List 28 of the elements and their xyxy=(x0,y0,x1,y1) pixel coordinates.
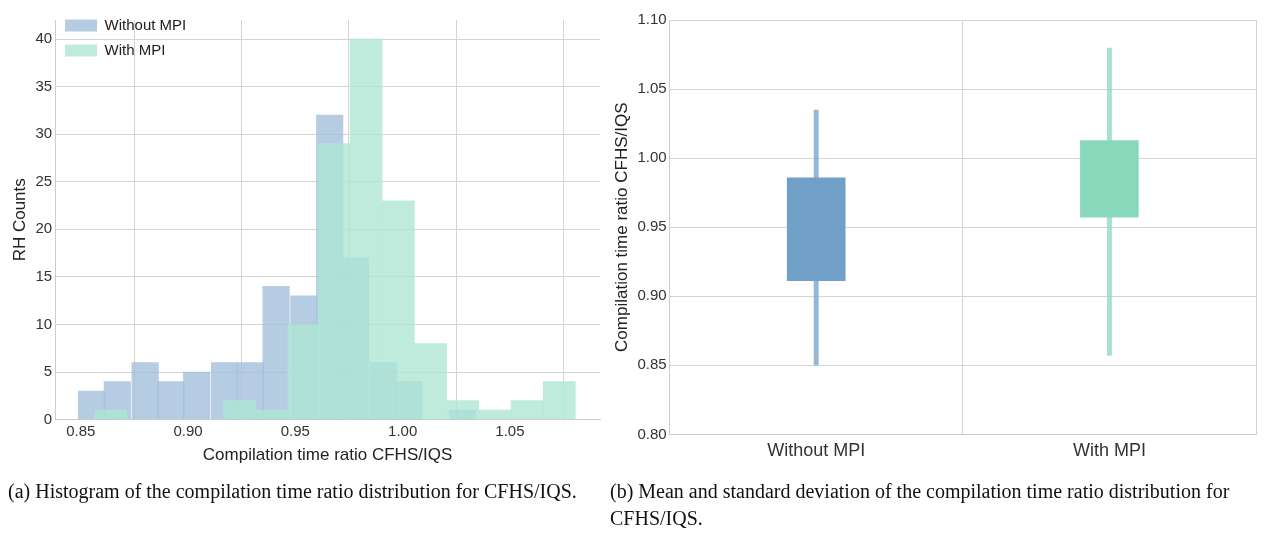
text: (b) Mean and standard deviation of the compilation time ratio distribution for CFHS/IQS. xyxy=(610,479,1231,531)
y-tick-label: 0.80 xyxy=(637,424,667,442)
text: (a) Histogram of the compilation time ratio distribution for CFHS/IQS. xyxy=(8,479,578,505)
y-tick-label: 40 xyxy=(35,29,53,47)
y-tick-label: 0.85 xyxy=(637,355,667,373)
y-tick-label: 1.10 xyxy=(637,10,667,28)
x-axis-title: Compilation time ratio CFHS/IQS xyxy=(202,445,453,465)
y-axis-title: Compilation time ratio CFHS/IQS xyxy=(611,102,631,352)
x-tick-label: 0.95 xyxy=(280,421,310,439)
x-tick-label: 0.85 xyxy=(66,421,96,439)
y-tick-label: 1.00 xyxy=(637,148,667,166)
y-axis-title: RH Counts xyxy=(9,178,29,262)
x-tick-label: 1.00 xyxy=(388,421,418,439)
y-tick-label: 0.95 xyxy=(637,217,667,235)
y-tick-label: 30 xyxy=(35,124,53,142)
y-tick-label: 0.90 xyxy=(637,286,667,304)
x-tick-label: 0.90 xyxy=(173,421,203,439)
legend-label: Without MPI xyxy=(104,15,187,33)
legend-label: With MPI xyxy=(104,40,166,58)
y-tick-label: 35 xyxy=(35,76,53,94)
y-tick-label: 5 xyxy=(43,362,53,380)
y-tick-label: 20 xyxy=(35,219,53,237)
y-tick-label: 15 xyxy=(35,267,53,285)
y-tick-label: 1.05 xyxy=(637,79,667,97)
y-tick-label: 0 xyxy=(43,409,53,427)
y-tick-label: 25 xyxy=(35,171,53,189)
y-tick-label: 10 xyxy=(35,314,53,332)
x-tick-label: 1.05 xyxy=(495,421,525,439)
